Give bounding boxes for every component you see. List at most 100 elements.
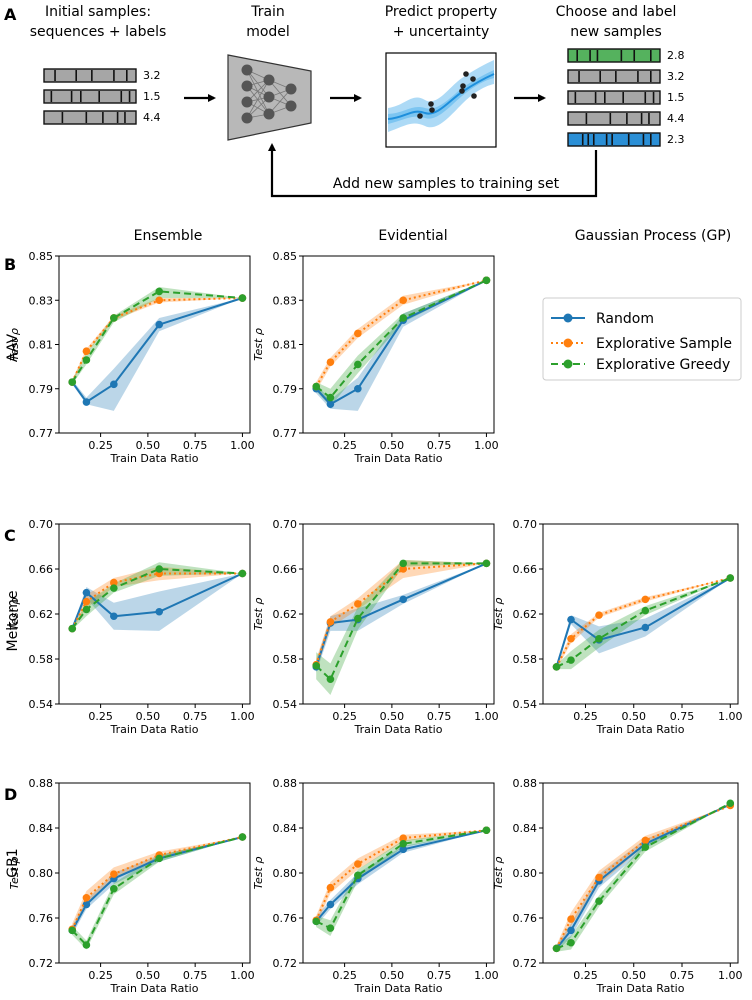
- nn-node: [263, 108, 275, 120]
- nn-node: [285, 100, 297, 112]
- data-point: [155, 565, 164, 573]
- sequence-bar: [567, 90, 661, 105]
- y-tick-label: 0.76: [273, 912, 298, 925]
- y-tick-label: 0.84: [29, 822, 54, 835]
- x-tick-label: 0.75: [427, 710, 452, 723]
- x-tick-label: 1.00: [230, 439, 255, 452]
- chosen-sequences: [567, 48, 661, 147]
- x-tick-label: 0.25: [573, 710, 598, 723]
- data-point: [110, 380, 118, 389]
- data-point: [641, 606, 650, 615]
- chart-aav-evidential: 0.77 0.79 0.81 0.83 0.85 0.25 0.50 0.75 1.00 Trai…: [252, 250, 499, 465]
- x-tick-label: 0.75: [670, 969, 695, 982]
- step1-title-line2: sequences + labels: [30, 24, 167, 40]
- y-tick-label: 0.72: [513, 957, 538, 970]
- confidence-band: [316, 830, 487, 936]
- sequence-bar: [567, 111, 661, 126]
- nn-node: [241, 80, 253, 92]
- y-tick-label: 0.54: [273, 698, 298, 711]
- x-tick-label: 0.75: [183, 710, 208, 723]
- x-axis-label: Train Data Ratio: [354, 723, 443, 736]
- series-line: [315, 829, 487, 930]
- chart-gb1-gp: 0.72 0.76 0.80 0.84 0.88 0.25 0.50 0.75 1.00 Trai…: [492, 777, 743, 995]
- data-point: [68, 378, 77, 386]
- data-point: [595, 611, 603, 619]
- chosen-label-5: 2.3: [667, 133, 685, 146]
- data-point: [399, 296, 408, 305]
- chart-gb1-ensemble: 0.72 0.76 0.80 0.84 0.88 0.25 0.50 0.75 1.00 Trai…: [8, 777, 255, 995]
- plot-frame: [302, 523, 495, 705]
- y-tick-label: 0.58: [273, 653, 298, 666]
- legend-label-explorative-sample: Explorative Sample: [596, 336, 732, 352]
- step2-title-line1: Train: [250, 4, 285, 20]
- data-point: [641, 595, 650, 604]
- chart-meltome-evidential: 0.54 0.58 0.62 0.66 0.70 0.25 0.50 0.75 1.00 Trai…: [252, 518, 499, 736]
- data-point: [567, 656, 575, 664]
- x-tick-label: 0.50: [380, 439, 405, 452]
- feedback-label: Add new samples to training set: [333, 176, 560, 192]
- observation-point: [429, 107, 435, 113]
- step4-title-line2: new samples: [570, 24, 662, 40]
- y-tick-label: 0.81: [273, 339, 298, 352]
- data-point: [238, 569, 247, 578]
- y-tick-label: 0.83: [29, 294, 54, 307]
- data-point: [82, 597, 91, 606]
- chosen-label-4: 4.4: [667, 112, 685, 125]
- sequence-bar: [43, 110, 137, 125]
- y-tick-label: 0.72: [273, 957, 298, 970]
- y-axis-label: Test ρ: [8, 857, 21, 890]
- x-tick-label: 0.50: [136, 439, 161, 452]
- y-tick-label: 0.79: [29, 383, 54, 396]
- x-tick-label: 0.75: [670, 710, 695, 723]
- legend-box: [542, 297, 742, 381]
- nn-node: [285, 83, 297, 95]
- plot-frame: [542, 782, 739, 964]
- y-tick-label: 0.54: [513, 698, 538, 711]
- data-point: [238, 294, 247, 302]
- series-line: [556, 577, 731, 668]
- x-tick-label: 1.00: [718, 969, 743, 982]
- confidence-band: [72, 287, 243, 385]
- x-axis-label: Train Data Ratio: [354, 982, 443, 995]
- x-tick-label: 1.00: [474, 439, 499, 452]
- y-tick-label: 0.70: [513, 518, 538, 531]
- x-tick-label: 0.25: [88, 439, 113, 452]
- series-line: [71, 290, 243, 383]
- chosen-label-3: 1.5: [667, 91, 685, 104]
- legend-label-random: Random: [596, 311, 654, 327]
- chart-meltome-ensemble: 0.54 0.58 0.62 0.66 0.70 0.25 0.50 0.75 1.00 Trai…: [8, 518, 255, 736]
- y-tick-label: 0.85: [29, 250, 54, 263]
- x-tick-label: 1.00: [474, 710, 499, 723]
- neural-network-icon: [227, 54, 312, 141]
- data-point: [354, 600, 362, 608]
- confidence-band: [316, 280, 487, 411]
- chart-aav-ensemble: 0.77 0.79 0.81 0.83 0.85 0.25 0.50 0.75 1.00 Trai…: [8, 250, 255, 465]
- y-tick-label: 0.84: [513, 822, 538, 835]
- data-point: [110, 870, 118, 878]
- nn-node: [241, 112, 253, 124]
- initial-sequences: [43, 68, 137, 125]
- data-point: [567, 915, 575, 923]
- series-line: [556, 802, 731, 950]
- data-point: [326, 675, 335, 684]
- data-point: [726, 799, 735, 808]
- x-axis-label: Train Data Ratio: [596, 723, 685, 736]
- column-title-gp: Gaussian Process (GP): [575, 228, 731, 244]
- sequence-bar: [567, 69, 661, 84]
- y-tick-label: 0.77: [29, 427, 54, 440]
- step2-title-line2: model: [246, 24, 290, 40]
- data-point: [155, 607, 164, 616]
- initial-label-3: 4.4: [143, 111, 161, 124]
- data-point: [82, 941, 91, 949]
- x-axis-label: Train Data Ratio: [110, 452, 199, 465]
- y-tick-label: 0.70: [273, 518, 298, 531]
- data-point: [155, 287, 164, 296]
- data-point: [399, 314, 408, 322]
- chart-meltome-gp: 0.54 0.58 0.62 0.66 0.70 0.25 0.50 0.75 1.00 Trai…: [492, 518, 743, 736]
- data-point: [110, 578, 118, 587]
- data-point: [552, 663, 561, 671]
- nn-node: [263, 74, 275, 86]
- data-point: [82, 893, 91, 902]
- data-point: [641, 623, 650, 632]
